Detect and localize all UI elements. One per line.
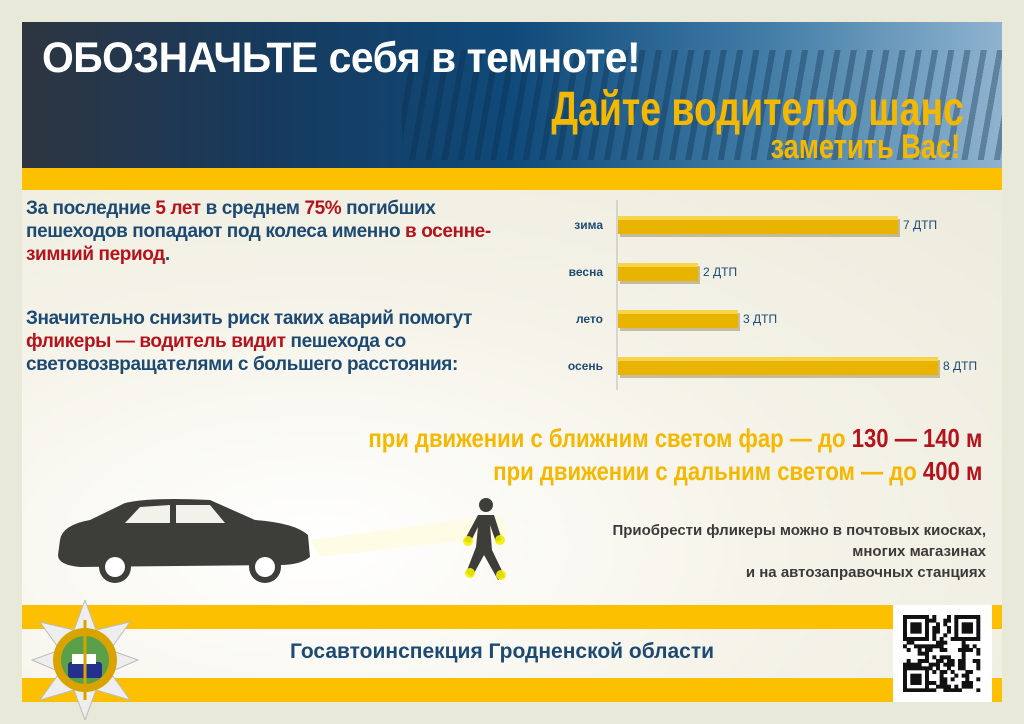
paragraph-text: . — [164, 244, 170, 265]
bar-highlight — [618, 216, 898, 220]
flicker-glow — [495, 535, 505, 545]
data-label: 2 ДТП — [703, 265, 737, 279]
bar-highlight — [618, 263, 698, 267]
category-label: весна — [569, 265, 604, 279]
slogan-line1: Дайте водителю шанс — [551, 83, 964, 136]
flicker-glow — [463, 536, 473, 546]
flicker-glow — [496, 570, 506, 580]
high-beam-value: 400 м — [922, 456, 982, 486]
category-label: зима — [574, 218, 603, 232]
traffic-police-emblem — [30, 600, 140, 720]
low-beam-text: при движении с ближним светом фар — до — [368, 423, 852, 453]
slogan-line2: заметить Вас! — [770, 128, 960, 166]
highlight-text: фликеры — водитель видит — [26, 331, 286, 352]
qr-code-pattern — [903, 615, 981, 693]
highlight-text: 5 лет — [155, 198, 201, 219]
accidents-bar-chart: зима 7 ДТП весна 2 ДТП лето 3 ДТП осень 8 ДТП — [568, 200, 977, 390]
yellow-stripe — [22, 168, 1002, 190]
flicker-glow — [465, 568, 475, 578]
bar-весна — [618, 263, 698, 281]
purchase-line: многих магазинах — [852, 543, 986, 560]
bar-осень — [618, 357, 938, 375]
paragraph-text: За последние — [26, 198, 156, 219]
car-icon — [58, 499, 310, 567]
tire-tread-decoration — [402, 50, 1002, 160]
highlight-text: в осенне-зимний период — [26, 221, 491, 265]
data-label: 3 ДТП — [743, 312, 777, 326]
data-label: 7 ДТП — [903, 218, 937, 232]
category-label: лето — [576, 312, 603, 326]
organization-name: Госавтоинспекция Гродненской области — [290, 640, 715, 663]
category-label: осень — [568, 359, 603, 373]
purchase-line: и на автозаправочных станциях — [745, 564, 986, 581]
paragraph-text: в среднем — [200, 198, 305, 219]
header-banner: ОБОЗНАЧЬТЕ себя в темноте! Дайте водител… — [22, 22, 1002, 168]
paragraph-text: Значительно снизить риск таких аварий по… — [26, 308, 472, 329]
car-wheel — [255, 557, 275, 577]
pedestrian-icon — [463, 498, 506, 580]
purchase-line: Приобрести фликеры можно в почтовых киос… — [612, 522, 986, 539]
bar-highlight — [618, 357, 938, 361]
high-beam-distance: при движении с дальним светом — до 400 м — [493, 456, 982, 487]
statistics-paragraph: За последние 5 лет в среднем 75% погибши… — [26, 197, 536, 266]
low-beam-value: 130 — 140 м — [851, 423, 982, 453]
paragraph-text: пешехода со световозвращателями с больше… — [26, 331, 458, 375]
car-and-pedestrian-illustration — [58, 498, 510, 583]
footer-stripe-top — [22, 605, 1002, 629]
car-wheel — [105, 557, 125, 577]
bar-зима — [618, 216, 898, 234]
flicker-paragraph: Значительно снизить риск таких аварий по… — [26, 307, 551, 376]
low-beam-distance: при движении с ближним светом фар — до 1… — [368, 423, 982, 454]
main-title: ОБОЗНАЧЬТЕ себя в темноте! — [42, 34, 641, 82]
purchase-info: Приобрести фликеры можно в почтовых киос… — [612, 520, 986, 583]
qr-code[interactable] — [893, 605, 992, 702]
car-windows — [125, 505, 225, 523]
footer-stripe-bottom — [22, 678, 1002, 702]
data-label: 8 ДТП — [943, 359, 977, 373]
bar-highlight — [618, 310, 738, 314]
high-beam-text: при движении с дальним светом — до — [492, 456, 923, 486]
paragraph-text: погибших пешеходов попадают под колеса и… — [26, 198, 436, 242]
headlight-beam — [310, 515, 510, 557]
bar-лето — [618, 310, 738, 328]
highlight-text: 75% — [304, 198, 342, 219]
